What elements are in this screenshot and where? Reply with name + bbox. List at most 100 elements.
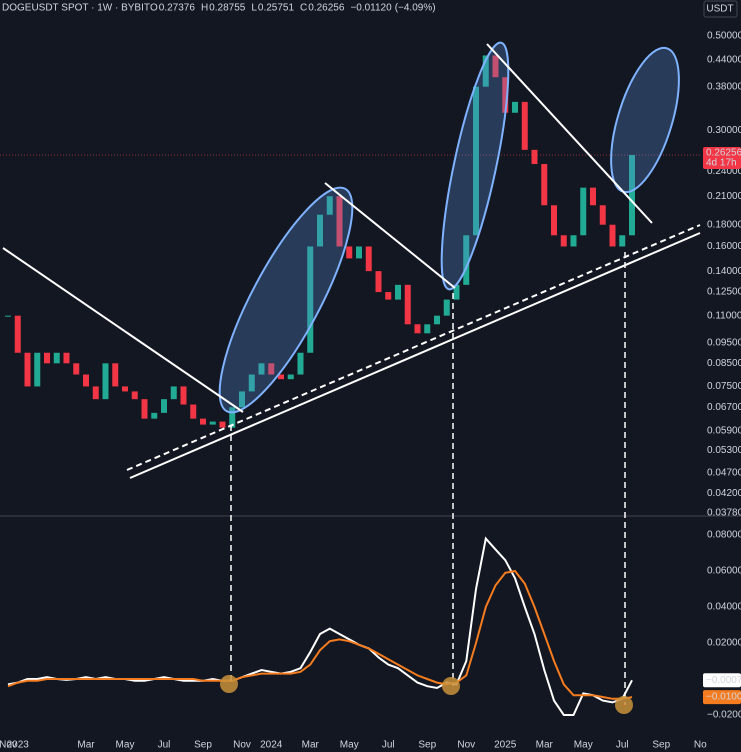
candle: [73, 363, 80, 375]
candle: [590, 187, 596, 206]
candle: [443, 299, 450, 316]
candle: [258, 363, 265, 375]
candle: [599, 205, 606, 225]
candle: [239, 391, 245, 408]
candle: [307, 246, 314, 353]
y-tick-label: 0.05300: [707, 445, 741, 456]
marks: [5, 55, 635, 716]
ellipse: [218, 186, 354, 414]
y-tick-label: 0.14000: [707, 266, 741, 277]
candle: [551, 205, 557, 236]
x-tick-label: No: [694, 740, 707, 751]
candle: [404, 284, 411, 325]
y-tick-label: 0.44000: [707, 54, 741, 65]
candle: [463, 235, 470, 285]
y-tick-label: 0.12500: [707, 287, 741, 298]
currency-box: [703, 0, 738, 18]
ohlc-value: 0.25751: [258, 3, 295, 14]
value-label: −0.00072: [706, 675, 741, 686]
candle: [268, 363, 275, 375]
y-tick-label: 0.05900: [707, 425, 741, 436]
y-tick-label: 0.04700: [707, 467, 741, 478]
candle: [297, 352, 304, 375]
candle: [541, 164, 548, 206]
y-tick-label: 0.38000: [707, 81, 741, 92]
currency: USDT: [706, 4, 733, 15]
ohlc-value: 0.28755: [209, 3, 246, 14]
candle: [365, 246, 372, 272]
y-tick-label: 0.08500: [707, 358, 741, 369]
y-tick-label: 0.18000: [707, 219, 741, 230]
candle: [385, 292, 392, 300]
candle: [92, 386, 99, 400]
candle: [473, 86, 479, 236]
candle: [209, 421, 216, 425]
change-pct: (−4.09%): [395, 3, 436, 14]
support-line-dashed: [126, 224, 701, 471]
last-price: 0.26256: [706, 148, 741, 159]
price-tag: [703, 146, 741, 169]
x-tick-label: Sep: [418, 740, 436, 751]
candle: [434, 315, 440, 325]
x-tick-label: Nov: [0, 740, 17, 751]
y-tick-label: 0.02000: [707, 638, 741, 649]
cross-marker: [442, 677, 460, 695]
candle: [122, 386, 128, 392]
candle: [141, 399, 148, 419]
candle: [24, 352, 31, 387]
candle: [424, 324, 431, 334]
ohlc-label: C: [300, 3, 307, 14]
x-tick-label: Jul: [158, 740, 171, 751]
candle: [161, 399, 167, 413]
x-tick-label: Mar: [536, 740, 554, 751]
candle: [512, 101, 518, 113]
candle: [287, 374, 294, 380]
candle: [375, 271, 382, 293]
x-tick-label: 2025: [494, 740, 517, 751]
candle: [609, 224, 616, 247]
candle: [629, 154, 635, 236]
candle: [278, 374, 284, 380]
y-tick-label: 0.09500: [707, 337, 741, 348]
ellipse: [440, 41, 510, 291]
trend-line: [324, 182, 456, 289]
candle: [248, 374, 255, 392]
symbol-title: DOGEUSDT SPOT · 1W · BYBIT: [2, 3, 150, 14]
y-tick-label: 0.07500: [707, 381, 741, 392]
candle: [502, 77, 509, 113]
annotations: [2, 41, 701, 714]
candle: [580, 187, 587, 236]
countdown: 4d 17h: [706, 158, 737, 169]
x-tick-label: Sep: [194, 740, 212, 751]
candle: [317, 214, 323, 247]
candle: [414, 324, 421, 334]
value-label: −0.01004: [706, 692, 741, 703]
candle: [356, 246, 362, 259]
y-tick-label: 0.24000: [707, 166, 741, 177]
value-tag: [703, 673, 741, 688]
candle: [619, 235, 626, 247]
candle: [63, 352, 70, 364]
candle: [44, 352, 50, 364]
candle: [453, 284, 460, 300]
x-tick-label: 2024: [260, 740, 283, 751]
x-tick-label: Mar: [77, 740, 95, 751]
candle: [34, 352, 41, 387]
x-tick-label: Nov: [457, 740, 475, 751]
x-tick-label: 2023: [7, 740, 30, 751]
candle: [570, 235, 577, 247]
candle: [560, 235, 567, 247]
ohlc-value: 0.27376: [159, 3, 196, 14]
candle: [492, 55, 499, 78]
candle: [326, 196, 333, 215]
ohlc-label: O: [150, 3, 158, 14]
candle: [180, 386, 187, 405]
x-tick-label: Nov: [233, 740, 251, 751]
candle: [5, 315, 11, 317]
trend-line: [2, 247, 244, 413]
ohlc-value: 0.26256: [308, 3, 345, 14]
candle: [102, 363, 109, 400]
candle: [131, 391, 138, 400]
